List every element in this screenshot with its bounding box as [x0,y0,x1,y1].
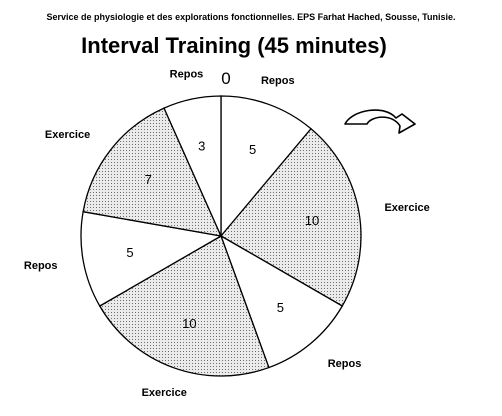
slice-value-7: 3 [198,139,205,154]
slice-label-2: Exercice [384,202,429,214]
pie-slice-1 [220,95,312,238]
slice-value-2: 10 [305,213,319,228]
slice-label-1: Repos [261,75,295,87]
pie-slice-3 [219,234,344,369]
header-note: Service de physiologie et des exploratio… [46,12,456,22]
start-label: 0 [221,69,230,88]
chart-title: Interval Training (45 minutes) [81,33,387,58]
slice-label-3: Repos [328,358,362,370]
slice-value-5: 5 [126,245,133,260]
slice-label-6: Exercice [45,129,90,141]
slice-value-3: 5 [277,300,284,315]
pie-slice-5 [80,210,223,307]
pie-slice-6 [82,107,223,237]
clockwise-arrow-icon [344,109,416,134]
pie-slice-7 [163,95,222,237]
slice-value-4: 10 [182,316,196,331]
slice-label-5: Repos [24,260,58,272]
pie-slice-2 [220,127,362,307]
pie-slices: 5 Repos 10 Exercice 5 Repos 10 Exercice 5 Repos 7 E… [24,69,430,399]
slice-value-6: 7 [145,172,152,187]
slice-label-7: Repos [170,69,204,81]
slice-value-1: 5 [249,142,256,157]
slice-label-4: Exercice [142,387,187,399]
pie-slice-4 [98,235,270,377]
